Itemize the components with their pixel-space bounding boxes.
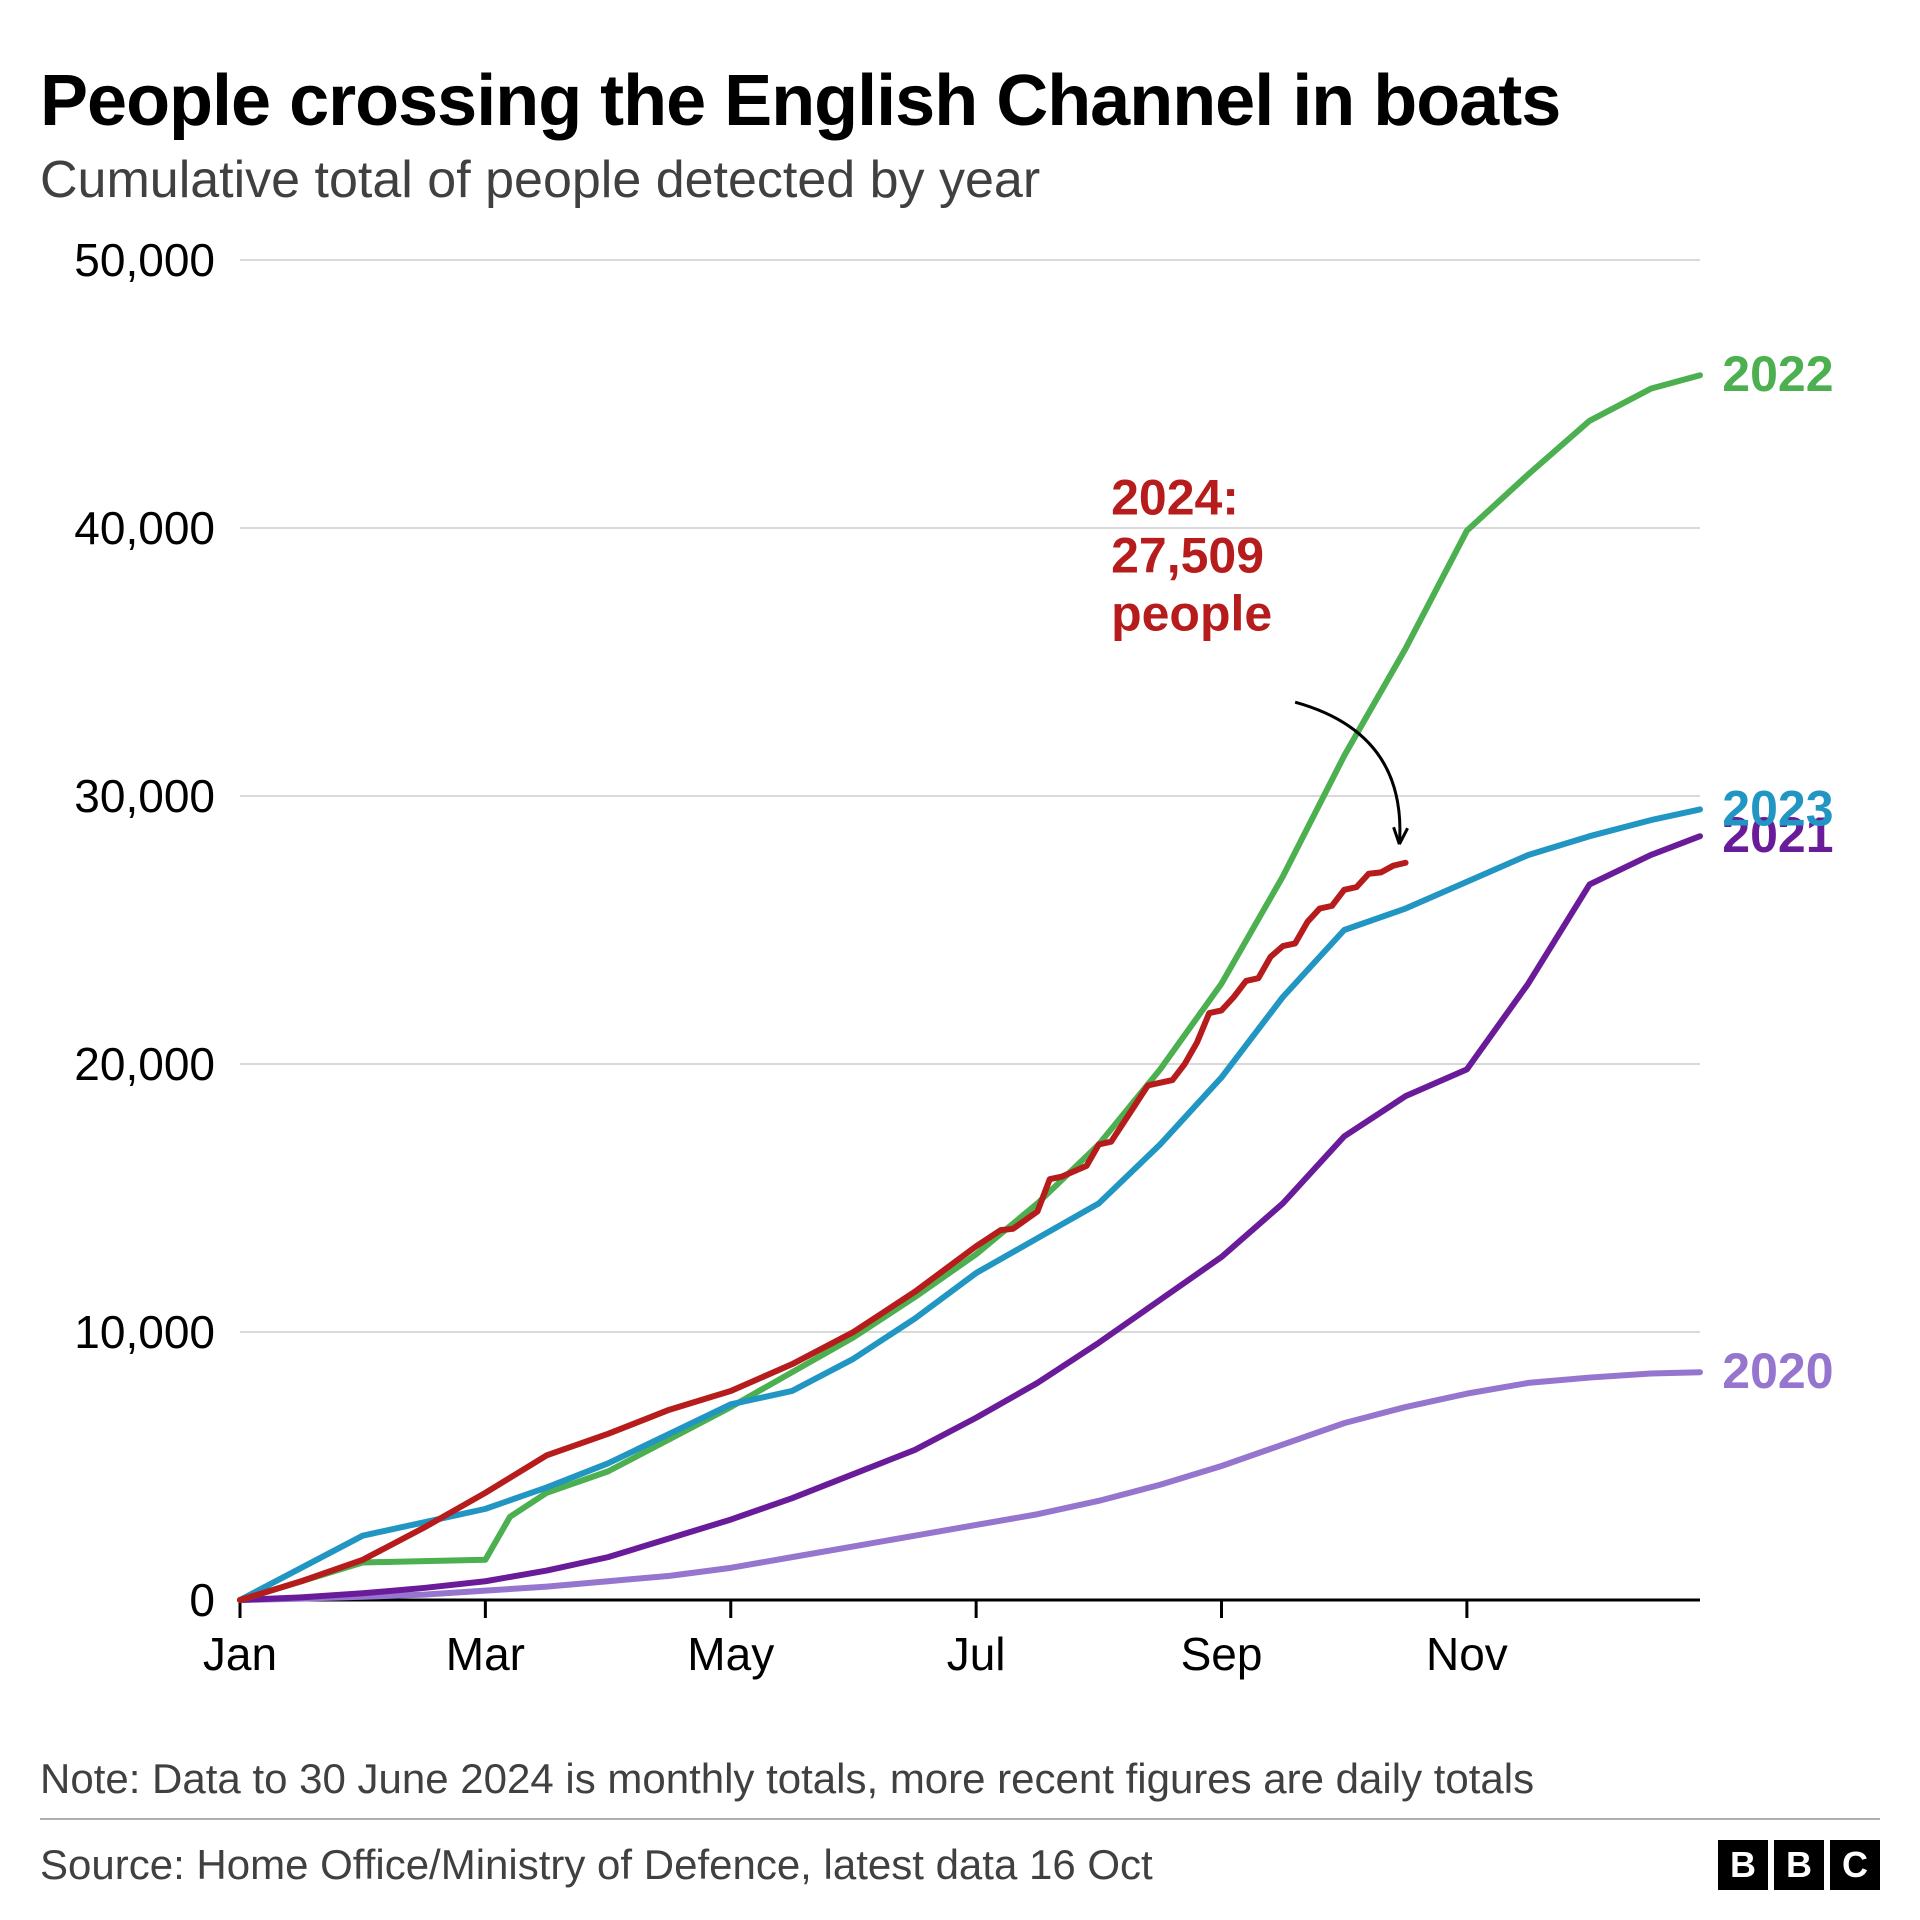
svg-text:Nov: Nov [1426,1628,1508,1680]
chart-title: People crossing the English Channel in b… [40,60,1880,142]
svg-text:May: May [687,1628,774,1680]
svg-text:0: 0 [189,1574,215,1626]
line-chart: 0 10,000 20,000 30,000 40,000 50,000 Jan Mar May… [40,240,1880,1720]
svg-text:27,509: 27,509 [1111,528,1264,584]
chart-subtitle: Cumulative total of people detected by y… [40,150,1880,210]
bbc-logo-letter: B [1774,1840,1824,1890]
svg-text:people: people [1111,586,1272,642]
bbc-logo: B B C [1718,1840,1880,1890]
chart-source: Source: Home Office/Ministry of Defence,… [40,1841,1153,1889]
svg-text:50,000: 50,000 [74,240,215,286]
svg-text:2020: 2020 [1722,1343,1833,1399]
svg-text:20,000: 20,000 [74,1038,215,1090]
svg-text:2023: 2023 [1722,780,1833,836]
svg-text:Mar: Mar [446,1628,525,1680]
svg-text:Jul: Jul [947,1628,1006,1680]
bbc-logo-letter: C [1830,1840,1880,1890]
chart-area: 0 10,000 20,000 30,000 40,000 50,000 Jan Mar May… [40,240,1880,1720]
svg-text:10,000: 10,000 [74,1306,215,1358]
svg-text:40,000: 40,000 [74,502,215,554]
chart-note: Note: Data to 30 June 2024 is monthly to… [40,1735,1880,1818]
svg-text:30,000: 30,000 [74,770,215,822]
svg-text:Sep: Sep [1181,1628,1263,1680]
bbc-logo-letter: B [1718,1840,1768,1890]
svg-text:2024:: 2024: [1111,470,1239,526]
svg-text:Jan: Jan [203,1628,277,1680]
svg-text:2022: 2022 [1722,346,1833,402]
